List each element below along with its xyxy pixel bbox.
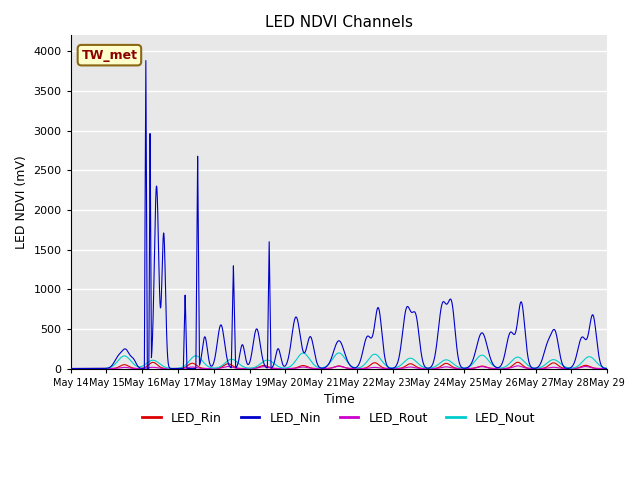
X-axis label: Time: Time [324, 393, 355, 406]
Legend: LED_Rin, LED_Nin, LED_Rout, LED_Nout: LED_Rin, LED_Nin, LED_Rout, LED_Nout [137, 406, 541, 429]
Y-axis label: LED NDVI (mV): LED NDVI (mV) [15, 155, 28, 249]
Text: TW_met: TW_met [81, 48, 138, 61]
Title: LED NDVI Channels: LED NDVI Channels [265, 15, 413, 30]
